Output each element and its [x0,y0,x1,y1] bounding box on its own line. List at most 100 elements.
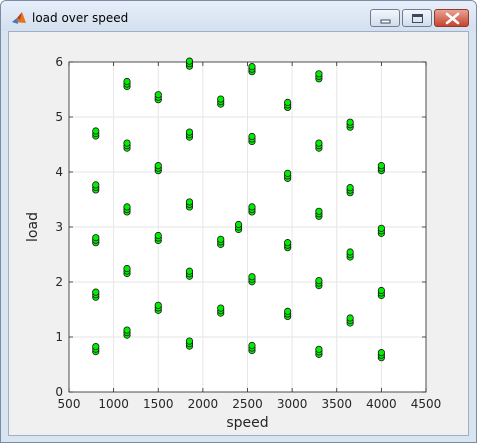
x-tick-label: 500 [58,397,81,411]
data-point [315,207,323,220]
data-point-marker [315,70,323,78]
data-point [377,349,385,362]
tick-labels: 500 1000 1500 2000 2500 3000 3500 4000 4500 0 1 2 3 4… [55,55,441,411]
data-point [154,162,162,175]
data-point [123,326,131,339]
data-point [92,288,100,301]
data-point [346,184,354,197]
data-point-marker [248,341,256,350]
data-point-marker [315,139,323,147]
data-point-marker [346,314,354,322]
window-title: load over speed [32,11,129,25]
maximize-button[interactable] [402,9,432,27]
y-tick-label: 6 [55,55,63,69]
data-point [185,198,194,211]
data-point-marker [377,224,385,232]
data-point-marker [217,235,225,243]
data-point [154,231,162,245]
data-point [346,248,354,261]
figure-area: 500 1000 1500 2000 2500 3000 3500 4000 4500 0 1 2 3 4… [8,31,469,436]
data-point-marker [154,91,162,99]
data-point-marker [284,307,292,315]
data-point-marker [377,349,385,357]
data-point-marker [217,304,225,312]
data-point-marker [92,234,100,242]
close-icon [445,12,460,25]
data-point-marker [123,203,131,211]
data-point [185,128,194,141]
y-tick-label: 0 [55,385,63,399]
data-points [92,57,385,362]
data-point [217,304,225,317]
data-point [284,239,292,252]
data-point [248,273,256,286]
data-point-marker [284,169,292,177]
maximize-icon [412,14,423,23]
data-point-marker [284,239,292,247]
data-point [377,224,385,237]
data-point-marker [185,337,194,345]
data-point [248,203,256,216]
x-tick-label: 3000 [277,397,308,411]
data-point [377,162,385,175]
data-point [315,277,323,290]
data-point-marker [248,203,256,211]
data-point [123,77,131,91]
data-point-marker [92,342,100,351]
axes [68,61,427,393]
data-point [123,264,131,278]
data-point [185,267,194,280]
data-point-marker [284,98,292,107]
data-point-marker [92,127,100,135]
data-point [248,341,256,355]
data-point-marker [248,132,256,141]
x-tick-label: 2000 [188,397,219,411]
data-point-marker [315,207,323,215]
y-tick-label: 2 [55,275,63,289]
matlab-figure-icon [12,12,26,24]
x-tick-label: 1500 [143,397,174,411]
data-point [234,220,243,234]
scatter-chart: 500 1000 1500 2000 2500 3000 3500 4000 4500 0 1 2 3 4… [25,55,441,431]
data-point [154,301,162,314]
data-point [315,70,323,83]
data-point [185,337,194,350]
data-point-marker [123,139,131,147]
data-point-marker [377,162,385,170]
data-point [315,139,323,152]
data-point [284,98,292,112]
close-button[interactable] [434,9,469,27]
x-tick-label: 4000 [366,397,397,411]
data-point-marker [248,63,256,71]
data-point [315,345,323,358]
data-point-marker [315,345,323,353]
data-point [185,57,194,70]
data-point-marker [154,231,162,240]
x-tick-label: 3500 [321,397,352,411]
data-point-marker [123,326,131,334]
data-point-marker [154,301,162,309]
data-point-marker [217,95,225,103]
data-point [284,169,292,182]
title-bar[interactable]: load over speed [1,1,476,31]
data-point-marker [346,248,354,256]
data-point [284,307,292,320]
data-point [123,203,131,216]
data-point-marker [234,220,243,229]
x-tick-label: 4500 [411,397,442,411]
data-point-marker [92,288,100,296]
data-point-marker [92,181,100,189]
data-point [92,234,100,247]
minimize-button[interactable] [370,9,400,27]
data-point-marker [123,77,131,86]
data-point [248,132,256,146]
y-tick-label: 5 [55,110,63,124]
y-tick-label: 3 [55,220,63,234]
data-point [123,139,131,152]
data-point [346,314,354,327]
minimize-icon [380,19,391,24]
data-point [217,235,225,248]
data-point-marker [185,57,194,65]
y-tick-label: 1 [55,330,63,344]
y-axis-label: load [25,212,41,242]
